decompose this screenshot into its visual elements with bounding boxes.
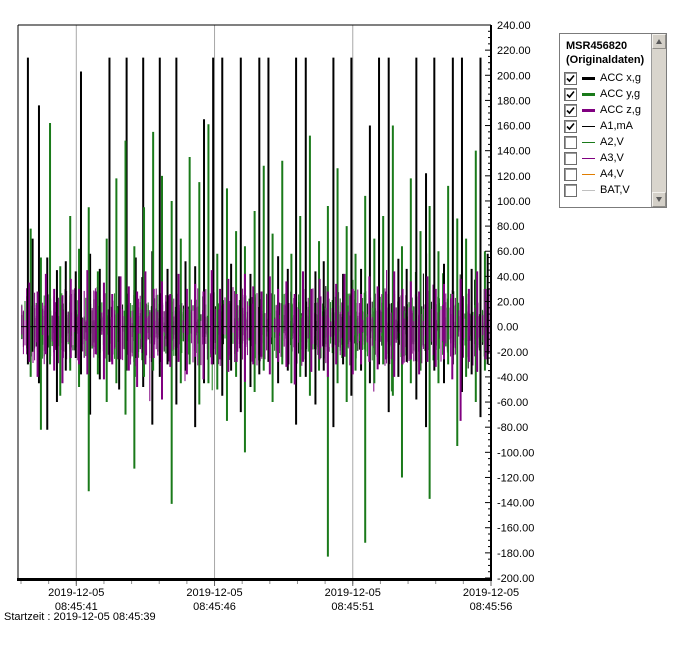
checkbox-checked[interactable] (564, 119, 577, 133)
checkmark-icon (566, 74, 575, 82)
x-tick-date: 2019-12-05 (48, 587, 104, 599)
checkbox-checked[interactable] (564, 103, 577, 117)
checkbox-checked[interactable] (564, 87, 577, 101)
legend-item-label: ACC z,g (600, 104, 641, 116)
series-color-swatch (582, 92, 595, 96)
arrow-up-icon (656, 39, 662, 44)
axis-labels: -200.00 -180.00 -160.00 -140.00 -120.00 -100.… (48, 20, 534, 613)
legend-item-label: ACC x,g (600, 72, 641, 84)
scroll-down-button[interactable] (652, 192, 666, 207)
y-tick-label: 20.00 (497, 297, 525, 309)
series-color-swatch (582, 141, 595, 143)
y-tick-label: 180.00 (497, 95, 531, 107)
series-color-swatch (582, 157, 595, 159)
checkbox-checked[interactable] (564, 71, 577, 85)
series-color-swatch (582, 108, 595, 112)
legend-item: ACC z,g (564, 102, 666, 118)
series-color-swatch (582, 76, 595, 80)
y-tick-label: -160.00 (497, 523, 534, 535)
legend-item: A2,V (564, 134, 666, 150)
y-tick-label: 100.00 (497, 196, 531, 208)
legend-item: A1,mA (564, 118, 666, 134)
series-color-swatch (582, 189, 595, 191)
legend-title-line1: MSR456820 (566, 40, 628, 52)
y-tick-label: -40.00 (497, 372, 528, 384)
checkbox-unchecked[interactable] (564, 151, 577, 165)
checkbox-unchecked[interactable] (564, 167, 577, 181)
arrow-down-icon (656, 197, 662, 202)
x-tick-time: 08:45:51 (331, 601, 374, 613)
series-color-swatch (582, 173, 595, 175)
y-tick-label: -140.00 (497, 498, 534, 510)
y-tick-label: -80.00 (497, 422, 528, 434)
legend-item: A3,V (564, 150, 666, 166)
y-tick-label: -100.00 (497, 447, 534, 459)
scroll-up-button[interactable] (652, 34, 666, 49)
legend-panel: MSR456820 (Originaldaten) ACC x,g ACC y,g… (559, 33, 667, 208)
y-tick-label: -200.00 (497, 573, 534, 585)
y-tick-label: 220.00 (497, 45, 531, 57)
legend-item: BAT,V (564, 182, 666, 198)
legend-item: ACC y,g (564, 86, 666, 102)
legend-scrollbar[interactable] (651, 34, 666, 207)
legend-item-label: BAT,V (600, 184, 630, 196)
y-tick-label: 160.00 (497, 121, 531, 133)
y-tick-label: 120.00 (497, 171, 531, 183)
legend-item-label: A1,mA (600, 120, 634, 132)
x-tick-date: 2019-12-05 (463, 587, 519, 599)
y-tick-label: -60.00 (497, 397, 528, 409)
x-tick-time: 08:45:41 (55, 601, 98, 613)
checkbox-unchecked[interactable] (564, 135, 577, 149)
y-tick-label: 80.00 (497, 221, 525, 233)
checkbox-unchecked[interactable] (564, 183, 577, 197)
series-color-swatch (582, 125, 595, 127)
y-tick-label: 240.00 (497, 20, 531, 32)
series-spikes (21, 57, 491, 557)
legend-item-label: ACC y,g (600, 88, 641, 100)
legend-title: MSR456820 (Originaldaten) (560, 34, 666, 70)
checkmark-icon (566, 90, 575, 98)
legend-item: A4,V (564, 166, 666, 182)
legend-item: ACC x,g (564, 70, 666, 86)
legend-item-label: A4,V (600, 168, 624, 180)
checkmark-icon (566, 106, 575, 114)
x-tick-time: 08:45:56 (470, 601, 513, 613)
axes (17, 24, 492, 586)
y-tick-label: 140.00 (497, 146, 531, 158)
y-tick-label: -180.00 (497, 548, 534, 560)
x-tick-date: 2019-12-05 (325, 587, 381, 599)
y-tick-label: -20.00 (497, 347, 528, 359)
x-tick-date: 2019-12-05 (186, 587, 242, 599)
legend-title-line2: (Originaldaten) (566, 54, 645, 66)
y-tick-label: 60.00 (497, 246, 525, 258)
x-tick-time: 08:45:46 (193, 601, 236, 613)
legend-items: ACC x,g ACC y,g ACC z,g A1,mA A2,V A3,V A4,V BA… (560, 70, 666, 198)
y-tick-label: 0.00 (497, 322, 518, 334)
plot-area: -200.00 -180.00 -160.00 -140.00 -120.00 -100.… (17, 20, 534, 613)
checkmark-icon (566, 122, 575, 130)
legend-item-label: A3,V (600, 152, 624, 164)
start-time-label: Startzeit : 2019-12-05 08:45:39 (4, 611, 156, 623)
y-tick-label: -120.00 (497, 472, 534, 484)
y-tick-label: 40.00 (497, 271, 525, 283)
legend-item-label: A2,V (600, 136, 624, 148)
y-tick-label: 200.00 (497, 70, 531, 82)
